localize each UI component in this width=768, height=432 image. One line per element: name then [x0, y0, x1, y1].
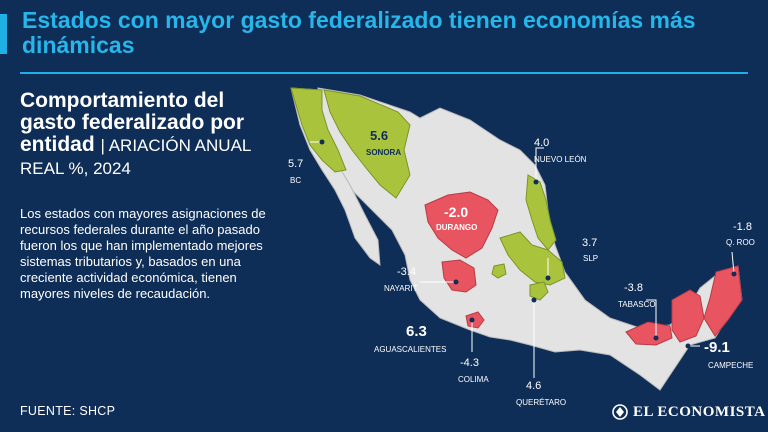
sonora-name: SONORA — [366, 148, 401, 157]
state-campeche — [671, 289, 705, 343]
slp-value: 3.7 — [582, 237, 597, 249]
nuevo-leon-value: 4.0 — [534, 137, 549, 149]
nayarit-value: -3.4 — [397, 266, 416, 278]
state-nayarit — [441, 259, 477, 293]
campeche-value: -9.1 — [704, 339, 730, 356]
sonora-value: 5.6 — [370, 128, 388, 143]
aguascalientes-value: 6.3 — [406, 323, 427, 340]
state-slp — [499, 231, 566, 286]
tabasco-value: -3.8 — [624, 282, 643, 294]
brand-wordmark: EL ECONOMISTA — [633, 403, 766, 420]
colima-name: COLIMA — [458, 375, 489, 384]
map-title: Comportamiento del gasto federalizado po… — [20, 90, 270, 180]
q-roo-name: Q. ROO — [726, 238, 755, 247]
slp-name: SLP — [583, 254, 598, 263]
source-note: FUENTE: SHCP — [20, 404, 116, 418]
tabasco-name: TABASCO — [618, 300, 656, 309]
state-durango — [424, 191, 499, 259]
state-tabasco — [625, 321, 673, 346]
headline: Estados con mayor gasto federalizado tie… — [22, 7, 696, 58]
brand-mark-icon — [612, 404, 628, 420]
bc-name: BC — [290, 176, 301, 185]
leader-dots — [319, 139, 737, 349]
state-sonora — [323, 89, 411, 199]
state-q-roo — [703, 265, 743, 337]
nayarit-name: NAYARIT — [384, 284, 418, 293]
queretaro-value: 4.6 — [526, 380, 541, 392]
durango-value: -2.0 — [444, 204, 468, 220]
brand-logo: EL ECONOMISTA — [612, 402, 766, 422]
bc-value: 5.7 — [288, 158, 303, 170]
campeche-name: CAMPECHE — [708, 361, 753, 370]
state-nuevo-leon — [525, 174, 557, 251]
state-colima — [465, 311, 485, 329]
state-bc — [290, 87, 347, 173]
body-paragraph: Los estados con mayores asignaciones de … — [20, 206, 266, 301]
aguascalientes-name: AGUASCALIENTES — [374, 345, 446, 354]
nuevo-leon-name: NUEVO LEÓN — [534, 155, 587, 164]
q-roo-value: -1.8 — [733, 221, 752, 233]
durango-name: DURANGO — [436, 223, 477, 232]
state-aguascalientes — [491, 263, 507, 279]
leader-lines — [310, 141, 735, 378]
colima-value: -4.3 — [460, 357, 479, 369]
map-title-text: Comportamiento del gasto federalizado po… — [20, 89, 245, 156]
header-divider — [20, 72, 748, 74]
headline-accent-bar — [0, 14, 7, 54]
queretaro-name: QUERÉTARO — [516, 398, 566, 407]
state-queretaro — [529, 281, 549, 301]
map-unit: | ARIACIÓN ANUAL REAL %, 2024 — [20, 136, 251, 178]
